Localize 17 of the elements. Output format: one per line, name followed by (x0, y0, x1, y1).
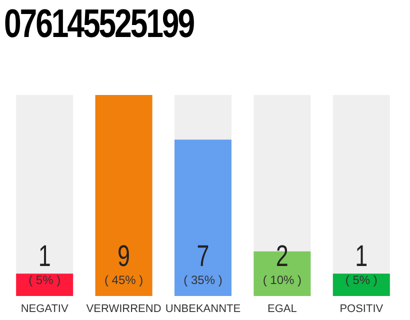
annotation: ( 35% ) (184, 273, 222, 287)
data-label: 7 (196, 238, 210, 273)
bar (16, 274, 74, 296)
annotation: ( 10% ) (262, 273, 302, 287)
x-tick-label: UNBEKANNTE (165, 302, 241, 315)
data-label: 1 (38, 238, 51, 273)
data-label: 9 (118, 238, 130, 273)
annotation: ( 5% ) (28, 273, 61, 287)
x-tick-label: NEGATIV (20, 302, 69, 315)
chart-title: 076145525199 (4, 1, 194, 48)
annotation: ( 45% ) (104, 273, 144, 287)
x-tick-label: POSITIV (340, 302, 384, 315)
annotation: ( 5% ) (345, 273, 378, 287)
x-tick-label: VERWIRREND (86, 302, 162, 315)
data-label: 1 (355, 238, 368, 273)
x-tick-label: EGAL (268, 302, 297, 315)
bar (332, 274, 390, 296)
